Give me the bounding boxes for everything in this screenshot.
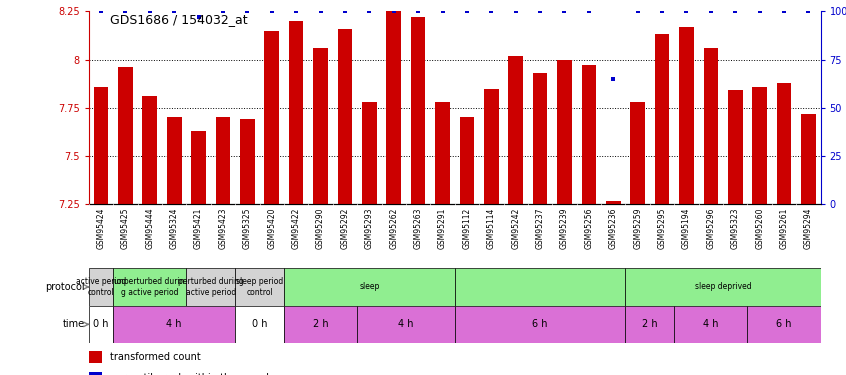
- Text: perturbed during
active period: perturbed during active period: [178, 277, 244, 297]
- Bar: [454, 306, 625, 343]
- Bar: [357, 306, 454, 343]
- Bar: [142, 96, 157, 204]
- Text: GSM95290: GSM95290: [316, 207, 325, 249]
- Text: protocol: protocol: [45, 282, 85, 292]
- Bar: [728, 90, 743, 204]
- Text: GSM95424: GSM95424: [96, 207, 106, 249]
- Bar: [284, 268, 454, 306]
- Bar: [113, 306, 235, 343]
- Bar: [625, 306, 674, 343]
- Text: GSM95323: GSM95323: [731, 207, 739, 249]
- Text: 4 h: 4 h: [398, 320, 414, 329]
- Text: GSM95425: GSM95425: [121, 207, 130, 249]
- Bar: [655, 34, 669, 204]
- Bar: [558, 60, 572, 204]
- Bar: [89, 268, 113, 306]
- Bar: [338, 28, 352, 204]
- Bar: [454, 268, 625, 306]
- Text: GSM95242: GSM95242: [511, 207, 520, 249]
- Bar: [216, 117, 230, 204]
- Bar: [387, 3, 401, 204]
- Text: GSM95444: GSM95444: [146, 207, 154, 249]
- Bar: [94, 87, 108, 204]
- Text: GDS1686 / 154032_at: GDS1686 / 154032_at: [110, 13, 248, 26]
- Text: GSM95422: GSM95422: [292, 207, 300, 249]
- Text: GSM95194: GSM95194: [682, 207, 691, 249]
- Bar: [777, 83, 791, 204]
- Bar: [459, 117, 475, 204]
- Text: GSM95292: GSM95292: [340, 207, 349, 249]
- Bar: [484, 88, 498, 204]
- Text: sleep: sleep: [360, 282, 380, 291]
- Text: GSM95256: GSM95256: [585, 207, 593, 249]
- Bar: [411, 17, 426, 204]
- Bar: [89, 351, 102, 363]
- Text: 6 h: 6 h: [777, 320, 792, 329]
- Text: transformed count: transformed count: [110, 352, 201, 362]
- Text: GSM95259: GSM95259: [633, 207, 642, 249]
- Text: GSM95239: GSM95239: [560, 207, 569, 249]
- Bar: [704, 48, 718, 204]
- Bar: [288, 21, 304, 204]
- Text: GSM95296: GSM95296: [706, 207, 716, 249]
- Bar: [265, 30, 279, 204]
- Text: GSM95324: GSM95324: [170, 207, 179, 249]
- Text: unperturbed durin
g active period: unperturbed durin g active period: [114, 277, 185, 297]
- Text: 4 h: 4 h: [703, 320, 718, 329]
- Text: 6 h: 6 h: [532, 320, 548, 329]
- Bar: [752, 87, 767, 204]
- Bar: [118, 67, 133, 204]
- Bar: [89, 306, 113, 343]
- Text: time: time: [63, 320, 85, 329]
- Text: 0 h: 0 h: [252, 320, 267, 329]
- Text: GSM95262: GSM95262: [389, 207, 398, 249]
- Text: GSM95293: GSM95293: [365, 207, 374, 249]
- Bar: [235, 268, 284, 306]
- Bar: [630, 102, 645, 204]
- Bar: [89, 372, 102, 375]
- Bar: [235, 306, 284, 343]
- Text: GSM95295: GSM95295: [657, 207, 667, 249]
- Bar: [508, 56, 523, 204]
- Bar: [435, 102, 450, 204]
- Bar: [186, 268, 235, 306]
- Bar: [113, 268, 186, 306]
- Text: GSM95291: GSM95291: [438, 207, 447, 249]
- Bar: [284, 306, 357, 343]
- Bar: [362, 102, 376, 204]
- Text: 2 h: 2 h: [642, 320, 657, 329]
- Bar: [606, 201, 621, 204]
- Text: 2 h: 2 h: [313, 320, 328, 329]
- Text: GSM95423: GSM95423: [218, 207, 228, 249]
- Bar: [801, 114, 816, 204]
- Bar: [625, 268, 821, 306]
- Text: GSM95261: GSM95261: [779, 207, 788, 249]
- Bar: [674, 306, 747, 343]
- Text: sleep period
control: sleep period control: [236, 277, 283, 297]
- Text: GSM95236: GSM95236: [609, 207, 618, 249]
- Text: GSM95421: GSM95421: [194, 207, 203, 249]
- Text: GSM95325: GSM95325: [243, 207, 252, 249]
- Text: GSM95294: GSM95294: [804, 207, 813, 249]
- Bar: [191, 131, 206, 204]
- Bar: [533, 73, 547, 204]
- Text: active period
control: active period control: [76, 277, 126, 297]
- Text: GSM95260: GSM95260: [755, 207, 764, 249]
- Text: 4 h: 4 h: [167, 320, 182, 329]
- Text: GSM95114: GSM95114: [486, 207, 496, 249]
- Text: GSM95237: GSM95237: [536, 207, 545, 249]
- Bar: [679, 27, 694, 204]
- Text: GSM95112: GSM95112: [463, 207, 471, 249]
- Text: GSM95420: GSM95420: [267, 207, 277, 249]
- Bar: [240, 119, 255, 204]
- Text: 0 h: 0 h: [93, 320, 109, 329]
- Text: percentile rank within the sample: percentile rank within the sample: [110, 373, 275, 375]
- Bar: [167, 117, 182, 204]
- Text: sleep deprived: sleep deprived: [695, 282, 751, 291]
- Text: GSM95263: GSM95263: [414, 207, 423, 249]
- Bar: [747, 306, 821, 343]
- Bar: [313, 48, 328, 204]
- Bar: [581, 65, 596, 204]
